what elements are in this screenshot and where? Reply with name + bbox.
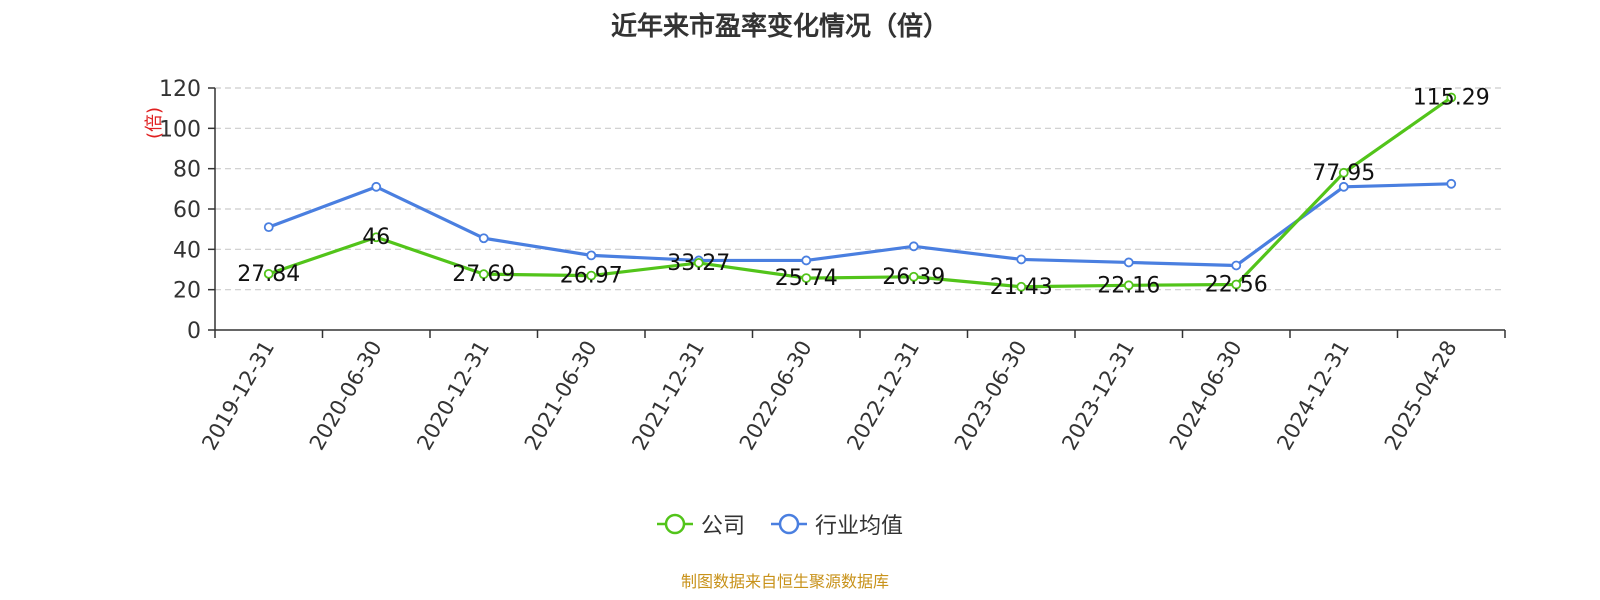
x-tick-label: 2019-12-31: [197, 337, 279, 455]
legend-marker-icon: [656, 513, 693, 535]
legend-item[interactable]: 公司: [656, 508, 745, 540]
data-point: [1231, 260, 1242, 271]
data-label: 33.27: [667, 251, 730, 276]
data-point: [586, 250, 597, 261]
x-tick-label: 2023-06-30: [950, 337, 1032, 455]
data-point: [693, 258, 704, 268]
y-tick-label: 20: [173, 279, 201, 304]
data-point: [1016, 281, 1027, 292]
source-note: 制图数据来自恒生聚源数据库: [680, 572, 889, 591]
legend-marker-icon: [771, 513, 807, 535]
data-point: [371, 181, 382, 192]
data-point: [801, 273, 812, 283]
y-tick-label: 120: [159, 77, 201, 102]
data-label: 25.74: [775, 266, 838, 291]
data-label: 26.39: [882, 265, 945, 290]
data-label: 77.95: [1312, 161, 1375, 186]
data-point: [801, 255, 812, 266]
x-tick-label: 2021-06-30: [520, 337, 602, 455]
x-tick-label: 2022-12-31: [842, 337, 924, 455]
data-point: [263, 222, 274, 233]
data-label: 27.69: [452, 262, 515, 287]
data-point: [1446, 178, 1457, 189]
x-tick-label: 2022-06-30: [735, 337, 817, 455]
data-point: [478, 233, 489, 244]
series-line: [268, 96, 1453, 289]
data-point: [263, 268, 274, 279]
data-label: 27.84: [237, 262, 300, 287]
legend-label: 行业均值: [815, 514, 904, 539]
data-point: [1123, 280, 1134, 291]
y-axis-label: (倍): [144, 107, 165, 139]
data-point: [908, 241, 919, 252]
data-label: 22.16: [1097, 273, 1160, 298]
data-point: [1016, 254, 1027, 265]
data-label: 21.43: [990, 275, 1053, 300]
x-tick-label: 2023-12-31: [1057, 337, 1139, 455]
legend-circle: [664, 513, 686, 535]
legend-label: 公司: [700, 514, 745, 539]
data-point: [1446, 92, 1457, 103]
data-label: 115.29: [1413, 85, 1490, 110]
chart-title: 近年来市盈率变化情况（倍）: [610, 12, 949, 42]
data-point: [908, 271, 919, 282]
x-tick-label: 2020-06-30: [305, 337, 387, 455]
y-tick-label: 40: [173, 238, 201, 263]
x-tick-label: 2025-04-28: [1380, 337, 1462, 455]
legend: 公司 行业均值: [0, 508, 1560, 540]
legend-item[interactable]: 行业均值: [771, 508, 903, 540]
x-tick-label: 2024-12-31: [1272, 337, 1354, 455]
x-tick-label: 2020-12-31: [412, 337, 494, 455]
data-point: [478, 269, 489, 280]
data-point: [1338, 181, 1349, 192]
y-tick-label: 80: [173, 158, 201, 183]
data-point: [586, 270, 597, 281]
series-lines: [263, 92, 1457, 292]
data-label: 26.97: [560, 264, 623, 289]
data-point: [1231, 279, 1242, 290]
series-line: [268, 182, 1452, 268]
data-label: 22.56: [1205, 273, 1268, 298]
gridlines: [215, 87, 1505, 291]
data-labels: 27.84 46 27.69 26.97 33.27 25.74 26.39 21.43 22.…: [237, 85, 1489, 299]
data-point: [1338, 167, 1349, 178]
legend-circle: [778, 513, 800, 535]
x-tick-label: 2024-06-30: [1165, 337, 1247, 455]
x-tick-label: 2021-12-31: [627, 337, 709, 455]
data-point: [1123, 257, 1134, 268]
y-tick-label: 100: [159, 117, 201, 142]
y-tick-label: 60: [173, 198, 201, 223]
y-tick-label: 0: [187, 319, 201, 344]
data-label: 46: [362, 225, 390, 250]
data-point: [371, 232, 382, 243]
